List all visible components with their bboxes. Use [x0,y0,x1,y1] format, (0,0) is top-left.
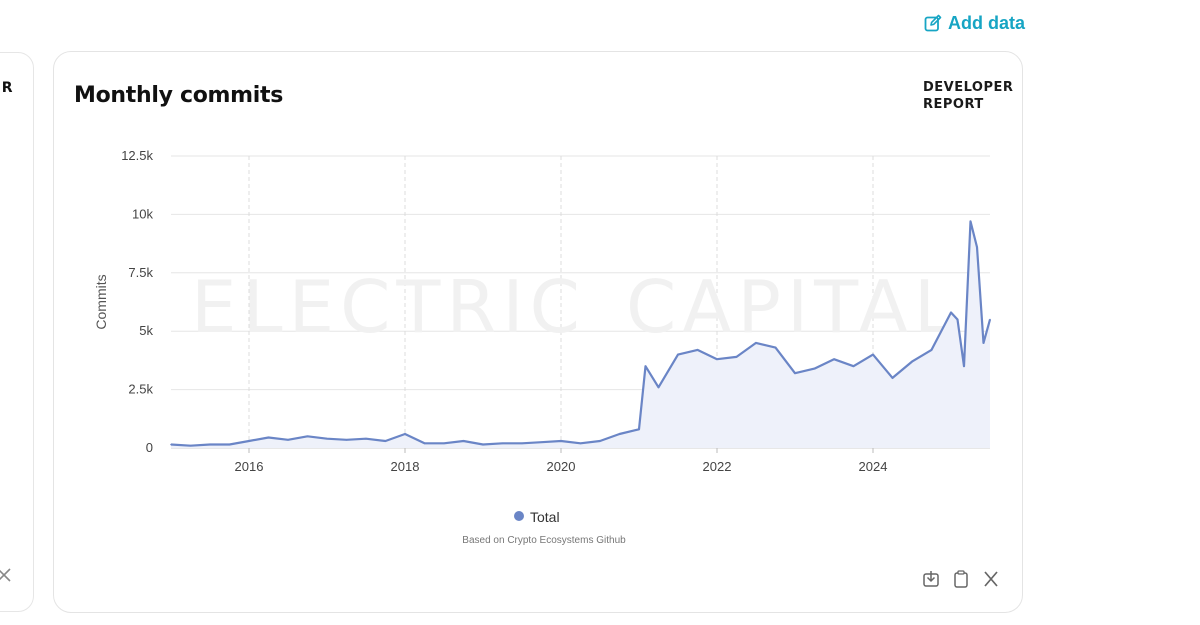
add-data-button[interactable]: Add data [924,11,1025,35]
brand-line-1: DEVELOPER [923,80,1014,95]
data-point [345,439,348,441]
data-point [755,342,757,344]
legend[interactable]: Total [514,509,560,525]
data-point [189,444,192,447]
data-point [521,442,523,445]
data-point [716,358,718,361]
data-point [423,442,426,445]
data-point [930,349,933,351]
data-point [872,353,874,356]
data-point [462,440,465,442]
data-point [599,440,601,442]
series-line-total [170,220,992,447]
x-tick-label: 2016 [235,459,264,474]
add-data-label: Add data [948,12,1026,33]
edit-square-icon [924,14,942,32]
x-tick-label: 2020 [547,459,576,474]
data-point [248,440,250,442]
data-point [579,442,582,445]
side-card-brand: DEVELOPER [1,80,13,96]
y-tick-label: 10k [132,206,153,221]
legend-label-total: Total [530,509,560,525]
data-point [365,437,367,440]
data-point [911,360,913,363]
download-icon[interactable] [922,570,940,588]
data-point [384,440,387,442]
watermark-left: ELECTRIC [191,265,586,349]
developer-report-logo: DEVELOPER REPORT [923,79,1013,113]
data-point [833,358,835,361]
y-tick-label: 7.5k [128,265,153,280]
data-point [852,365,855,368]
data-point [696,349,699,351]
brand-line-2: REPORT [923,97,984,112]
data-point [540,441,543,443]
data-point [989,318,991,321]
data-point [976,246,978,248]
commits-chart: ELECTRIC CAPITAL 0 2.5k 5k 7.5k 10k 12.5k 2016… [93,148,992,546]
x-share-icon[interactable] [0,568,11,587]
data-point [813,367,816,370]
x-tick-label: 2018 [391,459,420,474]
x-tick-label: 2022 [703,459,732,474]
data-point [443,442,445,445]
x-tick-label: 2024 [859,459,888,474]
data-point [963,365,965,368]
data-point [404,433,406,435]
data-point [982,342,985,344]
data-point [956,318,959,321]
data-point [774,346,777,349]
data-point [735,356,738,358]
source-note: Based on Crypto Ecosystems Github [462,535,626,546]
chart-title: Monthly commits [74,83,284,108]
watermark: ELECTRIC CAPITAL [191,265,960,349]
x-share-icon[interactable] [982,570,1000,588]
data-point [794,372,796,375]
data-point [306,435,309,438]
data-point [267,436,270,439]
data-point [209,443,211,446]
data-point [657,386,660,389]
data-point [228,443,231,446]
data-point [501,442,504,445]
data-point [170,443,172,446]
y-tick-label: 12.5k [121,148,153,163]
data-point [326,437,328,440]
y-axis-label: Commits [93,274,109,329]
series-area-total [171,221,990,448]
data-point [560,440,562,442]
previous-chart-card: DEVELOPER [0,52,34,612]
watermark-right: CAPITAL [626,265,960,349]
y-tick-label: 5k [139,323,153,338]
y-tick-label: 0 [146,440,153,455]
chart-actions [922,570,1000,588]
data-point [638,428,640,431]
data-point [969,220,972,223]
y-tick-label: 2.5k [128,382,153,397]
chart-card: Monthly commits DEVELOPER REPORT ELECTRI… [53,51,1023,613]
data-point [677,353,679,356]
area-layer [170,220,992,448]
data-point [482,443,484,446]
data-point [891,377,894,379]
copy-icon[interactable] [952,570,970,588]
legend-dot-total [514,511,524,521]
data-point [618,433,621,435]
data-point [644,365,647,368]
data-point [950,311,952,314]
axis-layer: 0 2.5k 5k 7.5k 10k 12.5k 2016 2018 2020 2022 2024 [121,148,887,474]
data-point [287,439,289,441]
